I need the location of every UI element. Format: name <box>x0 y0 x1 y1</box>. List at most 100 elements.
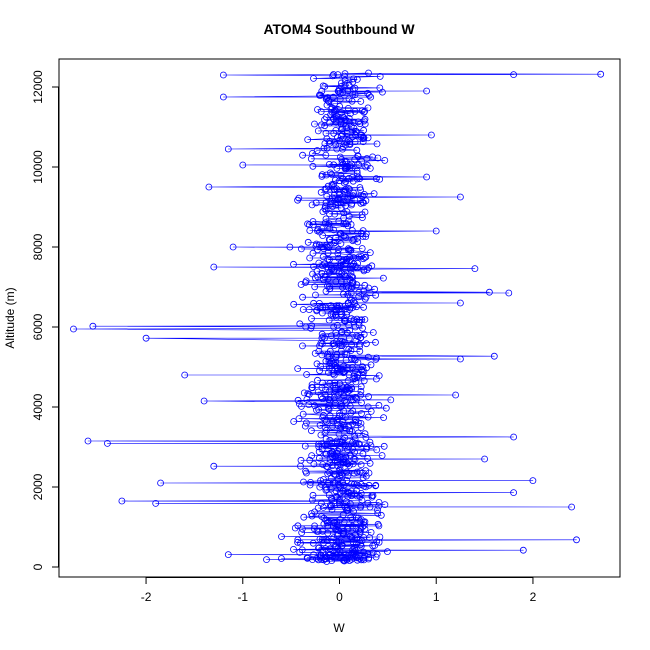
data-point <box>343 138 351 146</box>
data-point <box>295 194 303 202</box>
data-point <box>320 539 327 547</box>
data-point <box>309 218 317 225</box>
data-point <box>357 461 365 469</box>
data-point <box>335 87 343 95</box>
data-point <box>353 146 361 154</box>
data-point <box>308 510 315 517</box>
data-point <box>348 396 355 404</box>
data-point <box>315 406 323 414</box>
data-point <box>568 503 575 511</box>
data-point <box>310 263 318 271</box>
data-point <box>373 538 381 546</box>
data-point <box>379 274 387 282</box>
data-point <box>319 379 327 387</box>
data-point <box>367 407 375 415</box>
data-point <box>337 172 345 180</box>
data-point <box>365 393 373 400</box>
data-point <box>333 145 341 153</box>
data-point <box>295 415 303 423</box>
data-point <box>322 450 330 458</box>
data-point <box>375 498 383 506</box>
data-point <box>152 499 160 507</box>
data-point <box>297 245 305 253</box>
data-point <box>322 386 330 394</box>
data-point <box>359 138 367 146</box>
data-point <box>325 369 332 377</box>
data-point <box>347 269 355 277</box>
y-tick-label: 12000 <box>31 70 45 104</box>
data-point <box>328 453 336 461</box>
data-point <box>311 349 319 357</box>
data-point <box>345 321 353 329</box>
data-point <box>358 316 366 324</box>
data-point <box>312 199 320 207</box>
data-point <box>353 169 361 177</box>
data-point <box>344 217 352 225</box>
data-point <box>341 316 349 324</box>
data-point <box>310 525 318 533</box>
data-point <box>322 241 330 249</box>
data-point <box>332 525 340 533</box>
data-point <box>355 289 363 296</box>
data-point <box>323 418 330 426</box>
data-point <box>519 546 527 554</box>
data-point <box>336 103 344 110</box>
data-point <box>311 283 319 291</box>
data-point <box>355 173 362 181</box>
data-point <box>336 516 344 523</box>
data-point <box>339 368 347 375</box>
data-point <box>323 537 331 544</box>
data-point <box>357 541 365 549</box>
data-point <box>310 551 318 559</box>
data-point <box>302 419 310 427</box>
data-point <box>324 479 332 487</box>
data-point <box>361 316 369 323</box>
data-point <box>329 479 337 487</box>
y-axis: 0 2000 4000 6000 8000 10000 12000 <box>31 70 59 570</box>
data-point <box>296 320 304 328</box>
data-point <box>456 193 464 201</box>
data-point <box>361 430 369 438</box>
data-point <box>350 75 358 83</box>
data-point <box>349 396 357 404</box>
data-point <box>382 404 390 412</box>
data-point <box>373 446 381 454</box>
data-point <box>344 552 352 560</box>
data-point <box>70 325 77 333</box>
data-point <box>348 160 355 168</box>
data-point <box>330 534 338 542</box>
data-point <box>347 409 355 417</box>
data-point <box>358 131 366 139</box>
data-point <box>302 277 310 285</box>
data-point <box>359 227 367 235</box>
data-point <box>347 315 355 323</box>
data-point <box>352 378 360 386</box>
data-point <box>334 71 342 78</box>
data-point <box>321 334 329 342</box>
data-point <box>341 116 349 123</box>
data-point <box>350 355 358 363</box>
data-point <box>364 403 372 411</box>
data-point <box>336 137 344 145</box>
data-point <box>321 202 329 210</box>
data-point <box>313 147 321 154</box>
data-point <box>300 513 308 521</box>
data-point <box>341 70 349 77</box>
data-point <box>299 306 307 313</box>
data-point <box>336 380 344 388</box>
data-point <box>337 347 345 355</box>
data-point <box>355 440 363 448</box>
data-point <box>357 391 365 399</box>
data-point <box>370 190 378 198</box>
x-tick-label: -2 <box>141 590 152 604</box>
data-point <box>326 347 334 355</box>
data-point <box>510 489 517 497</box>
data-point <box>317 551 325 559</box>
data-point <box>369 549 377 557</box>
data-point <box>349 91 357 98</box>
data-point <box>317 339 325 347</box>
data-point <box>357 480 365 488</box>
data-point <box>344 245 352 253</box>
data-point <box>353 332 361 340</box>
data-point <box>372 481 380 489</box>
